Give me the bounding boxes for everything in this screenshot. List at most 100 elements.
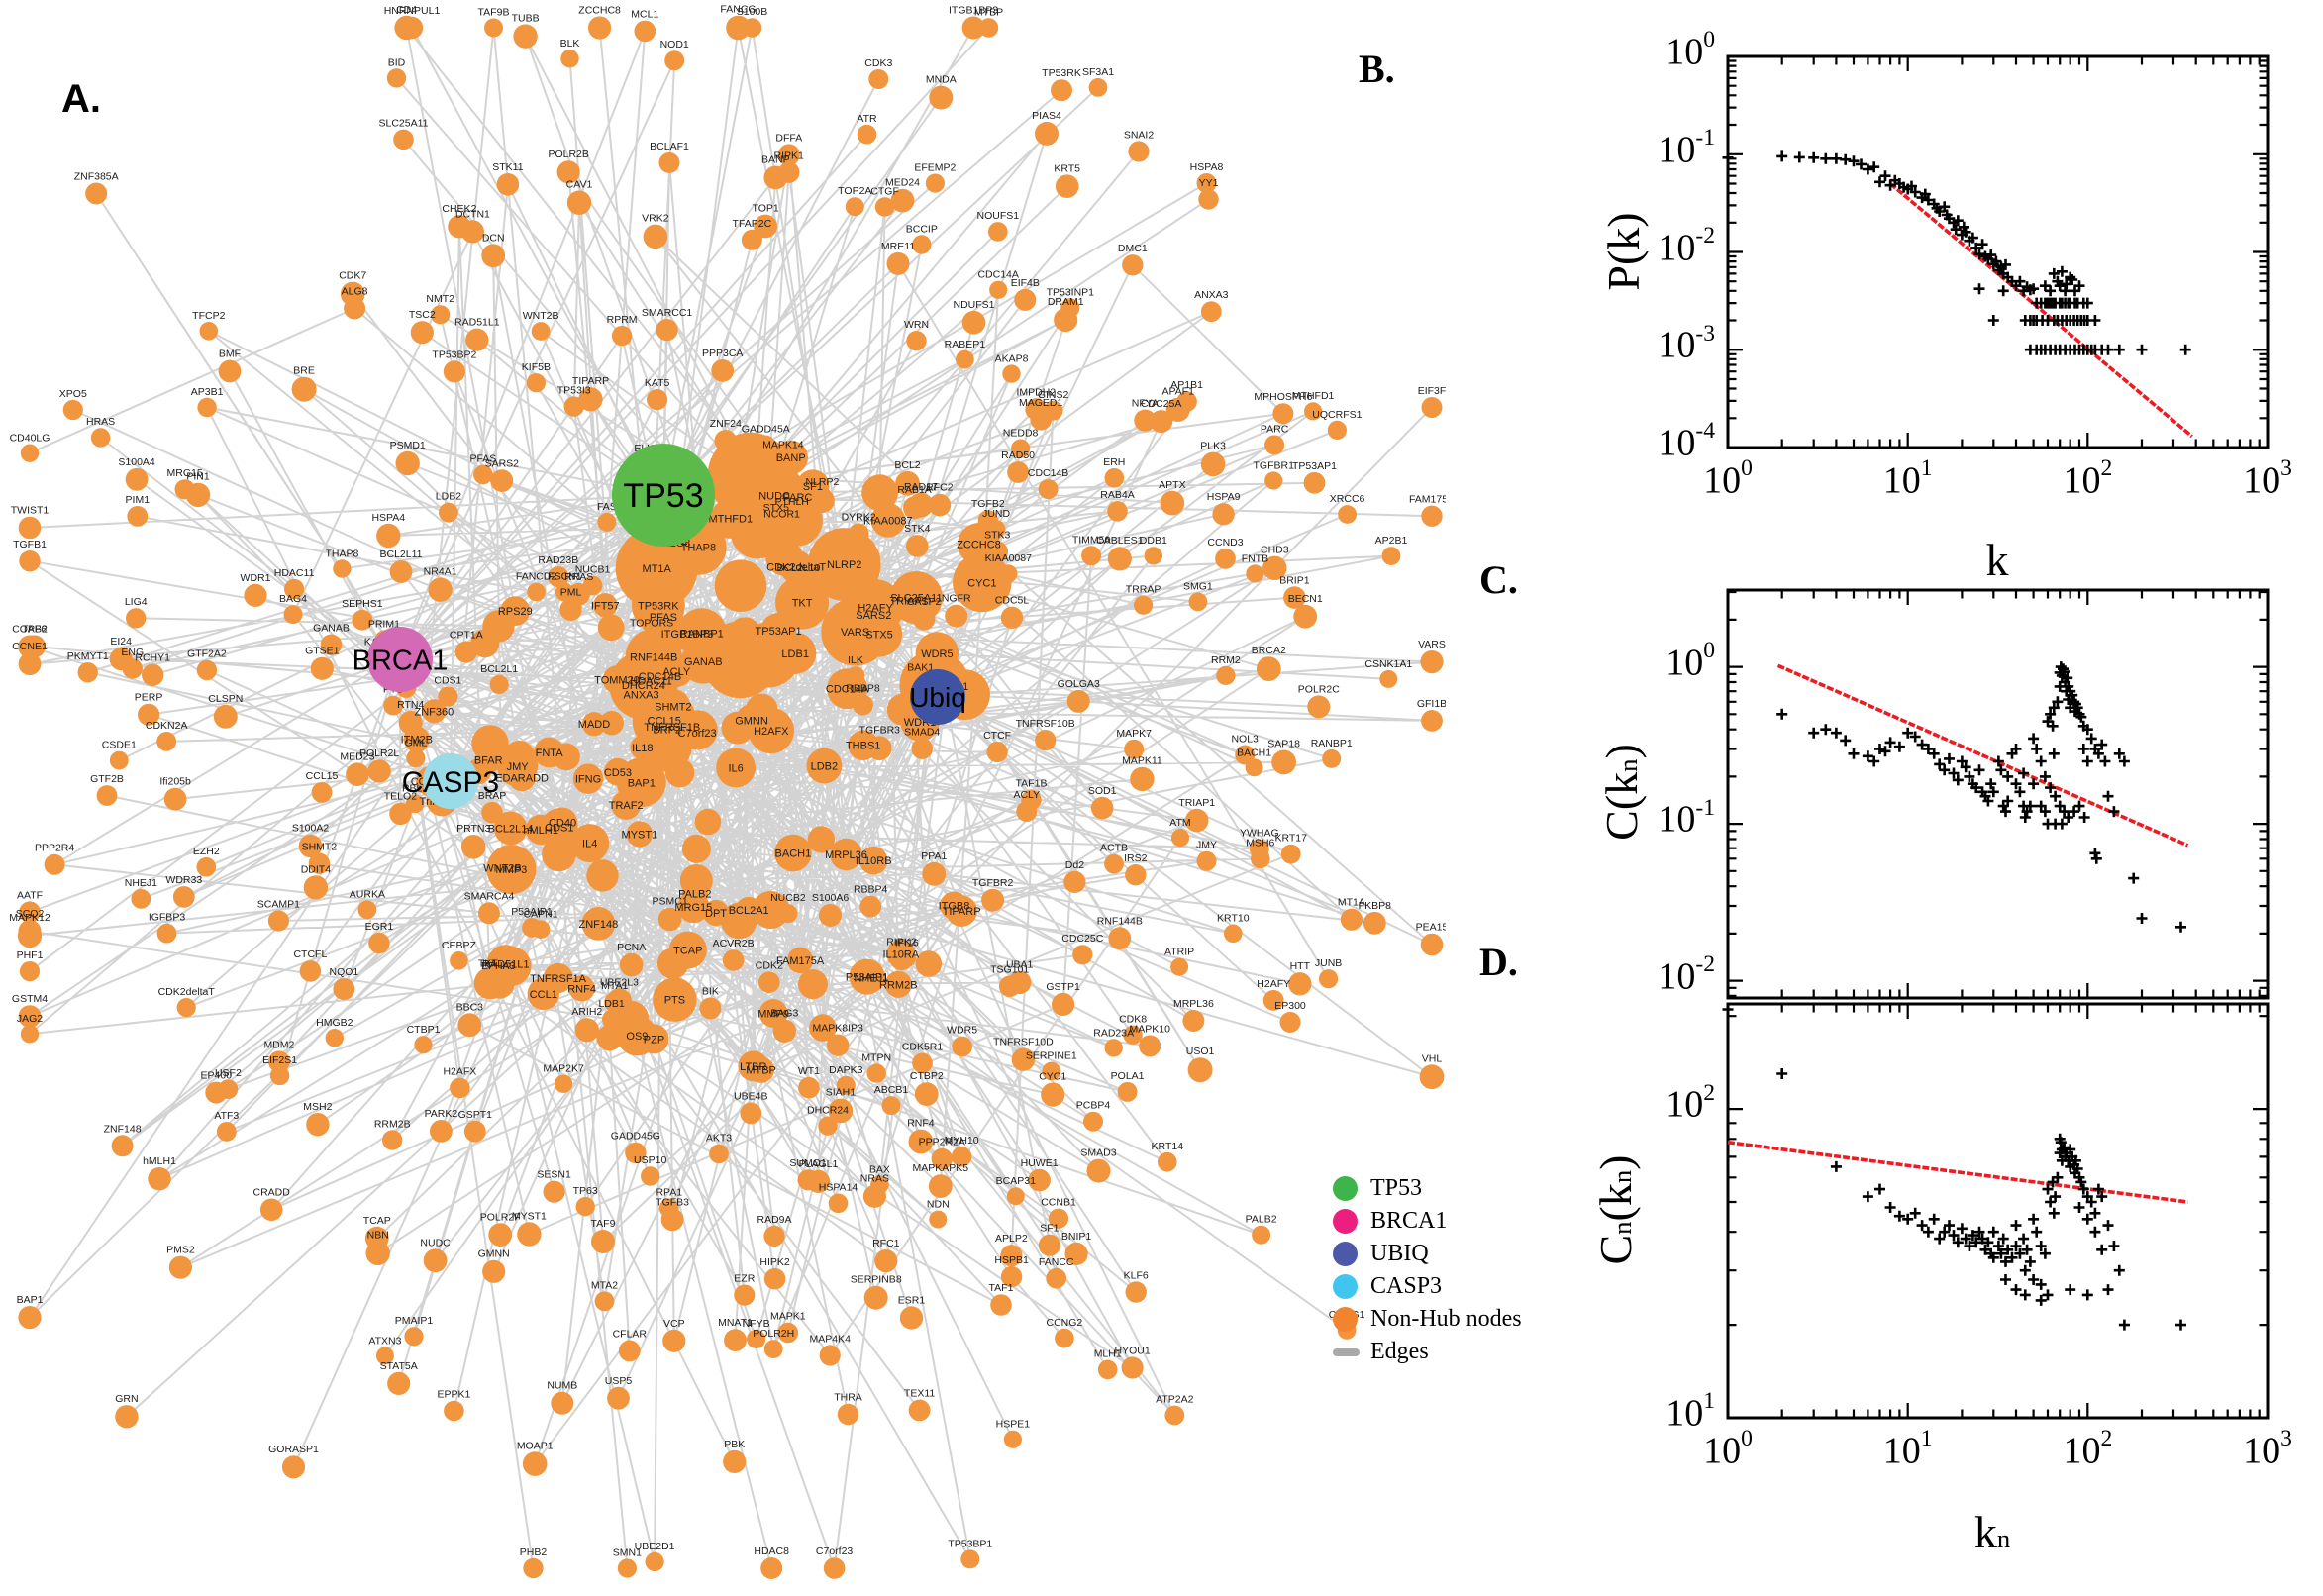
svg-text:PSMC1: PSMC1 (653, 896, 688, 908)
svg-text:TP53AP1: TP53AP1 (756, 626, 802, 638)
svg-text:BCL2L14: BCL2L14 (488, 823, 534, 835)
svg-text:BRAP: BRAP (478, 790, 507, 802)
svg-text:MOAP1: MOAP1 (517, 1440, 554, 1451)
svg-text:GSTM4: GSTM4 (12, 993, 48, 1005)
legend-label: TP53 (1370, 1175, 1423, 1201)
svg-text:S100A2: S100A2 (292, 823, 330, 835)
svg-text:FAM175A: FAM175A (1409, 494, 1446, 506)
svg-text:ACVR2B: ACVR2B (713, 938, 755, 949)
svg-text:CSDE1: CSDE1 (102, 740, 137, 751)
svg-text:DCTN1: DCTN1 (455, 208, 490, 220)
svg-text:BACH1: BACH1 (1237, 747, 1271, 758)
svg-text:CDC14B: CDC14B (1028, 467, 1068, 479)
svg-text:NFYB: NFYB (743, 1318, 770, 1330)
svg-text:BANP: BANP (776, 452, 806, 464)
svg-text:BAP1: BAP1 (628, 777, 656, 789)
svg-text:SCO2: SCO2 (16, 908, 45, 920)
svg-text:GTF2A2: GTF2A2 (187, 648, 227, 660)
svg-text:CTCF: CTCF (983, 730, 1011, 742)
node-swatch-icon (1333, 1274, 1358, 1299)
svg-text:RANBP1: RANBP1 (1311, 738, 1353, 749)
svg-text:NUDC: NUDC (420, 1237, 451, 1248)
svg-text:IFI16: IFI16 (895, 938, 919, 949)
svg-text:RRM2: RRM2 (1211, 654, 1241, 666)
svg-text:ITGB1BP3: ITGB1BP3 (661, 629, 714, 641)
svg-text:CDC14B: CDC14B (639, 671, 681, 683)
svg-text:KIAA0087: KIAA0087 (863, 515, 913, 527)
svg-text:RRM2B: RRM2B (374, 1118, 411, 1130)
svg-text:FANCC: FANCC (1039, 1256, 1074, 1268)
svg-text:NQO1: NQO1 (330, 966, 359, 978)
svg-text:HDAC11: HDAC11 (274, 567, 315, 579)
svg-text:PHB2: PHB2 (520, 1546, 548, 1558)
svg-text:CTCFL: CTCFL (293, 948, 327, 960)
svg-text:KRT17: KRT17 (1274, 833, 1307, 845)
svg-text:TAF9B: TAF9B (478, 7, 510, 19)
svg-text:DPT: DPT (705, 908, 727, 920)
svg-text:LDB2: LDB2 (436, 491, 461, 503)
svg-text:ATM: ATM (1169, 817, 1190, 829)
chart-C-fit-line (1776, 663, 2189, 848)
svg-text:DRAM1: DRAM1 (1048, 296, 1084, 308)
svg-text:RAD51L1: RAD51L1 (454, 317, 500, 329)
svg-text:MYH10: MYH10 (945, 1135, 979, 1147)
network-node-labels: TP53RK KIAA0087 THAP8 CDC14B CDC14A DHCR24 BAN… (9, 4, 1446, 1559)
svg-text:CD53: CD53 (604, 767, 632, 779)
svg-text:STX5: STX5 (865, 630, 893, 642)
svg-text:ALG8: ALG8 (342, 286, 368, 298)
svg-text:BAG4: BAG4 (279, 593, 307, 605)
svg-text:THRA: THRA (834, 1392, 862, 1404)
svg-text:KIAA0087: KIAA0087 (985, 552, 1032, 564)
svg-text:NUMB: NUMB (547, 1380, 577, 1392)
svg-text:PARC: PARC (783, 492, 813, 504)
svg-text:BECN1: BECN1 (1288, 593, 1323, 605)
svg-text:CDC25A: CDC25A (1141, 398, 1181, 410)
svg-text:SMN1: SMN1 (613, 1546, 642, 1558)
svg-text:CDK2: CDK2 (756, 959, 783, 971)
svg-text:SARS2: SARS2 (856, 610, 891, 622)
svg-text:MAGED1: MAGED1 (1019, 397, 1063, 409)
svg-text:ATRIP: ATRIP (1164, 947, 1194, 958)
svg-text:TP53RK: TP53RK (638, 601, 679, 613)
svg-text:RNF4: RNF4 (567, 983, 596, 995)
svg-text:BRE: BRE (293, 365, 315, 377)
svg-text:TAF1B: TAF1B (1016, 778, 1048, 790)
chart-B-ticks (1726, 54, 2270, 449)
chart-B-points (1722, 150, 2191, 355)
hub-label-Ubiq: Ubiq (909, 682, 966, 713)
svg-text:PPA1: PPA1 (921, 850, 947, 862)
svg-text:GMNN: GMNN (735, 715, 768, 727)
svg-text:RANBP1: RANBP1 (680, 628, 724, 640)
svg-text:TAF1: TAF1 (989, 1282, 1014, 1294)
svg-text:NLRP2: NLRP2 (805, 476, 839, 488)
svg-text:hMLH1: hMLH1 (143, 1155, 176, 1167)
svg-text:TGFBR3: TGFBR3 (859, 724, 901, 736)
svg-text:KLF6: KLF6 (1124, 1269, 1149, 1281)
svg-text:SCAMP1: SCAMP1 (257, 898, 300, 910)
svg-text:TSC2: TSC2 (409, 309, 436, 321)
svg-text:TRRAP: TRRAP (1126, 584, 1162, 596)
svg-text:CABLES1: CABLES1 (1096, 535, 1143, 547)
svg-text:PBK: PBK (724, 1439, 745, 1450)
svg-text:MSH2: MSH2 (303, 1101, 332, 1113)
svg-text:MCL1: MCL1 (631, 9, 658, 21)
svg-text:BCL2L1: BCL2L1 (480, 663, 518, 675)
svg-text:CPT1A: CPT1A (450, 629, 483, 641)
hub-BRCA1 (367, 627, 433, 692)
svg-text:CDK3: CDK3 (864, 57, 892, 69)
svg-text:TIPARP: TIPARP (572, 375, 609, 387)
svg-text:SHMT2: SHMT2 (655, 701, 691, 713)
svg-text:CDC14A: CDC14A (977, 269, 1018, 281)
svg-text:PRIM1: PRIM1 (368, 619, 400, 631)
svg-text:BRCA2: BRCA2 (1252, 645, 1286, 656)
svg-text:SNAI2: SNAI2 (1124, 129, 1155, 141)
chart-D-fit-line (1727, 1140, 2188, 1204)
svg-text:BLK: BLK (560, 38, 580, 50)
svg-text:MYST1: MYST1 (512, 1210, 547, 1222)
svg-text:APAF1: APAF1 (1162, 386, 1194, 398)
svg-text:MRG15: MRG15 (674, 902, 712, 914)
svg-text:DDIT4: DDIT4 (301, 863, 331, 875)
svg-text:POLA1: POLA1 (1111, 1070, 1145, 1082)
svg-text:PALB2: PALB2 (678, 889, 711, 901)
svg-text:RPA1: RPA1 (656, 1186, 682, 1198)
